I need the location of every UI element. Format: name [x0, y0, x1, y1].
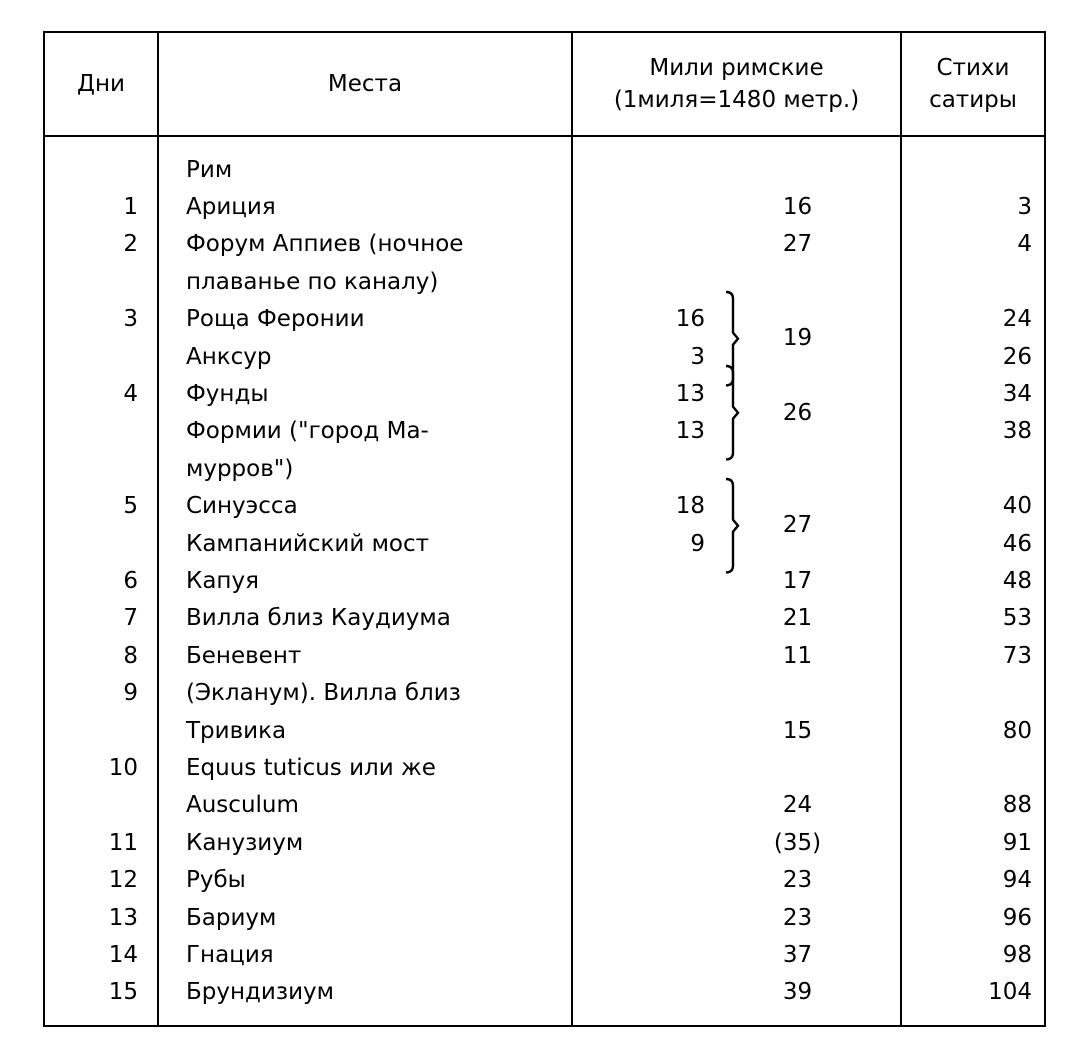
cell-miles: 16: [782, 193, 813, 220]
cell-place: (Экланум). Вилла близ: [186, 680, 461, 707]
cell-day: 9: [123, 680, 138, 707]
cell-verses: 26: [1002, 343, 1032, 370]
cell-sub: 3: [690, 343, 705, 370]
cell-place: Форум Аппиев (ночное: [186, 231, 464, 258]
column-divider: [900, 31, 902, 1027]
cell-verses: 91: [1002, 829, 1032, 856]
cell-miles: 37: [782, 941, 813, 968]
cell-verses: 80: [1002, 717, 1032, 744]
cell-place: Ausculum: [186, 792, 299, 819]
cell-day: 3: [123, 306, 138, 333]
cell-miles: 39: [782, 979, 813, 1006]
cell-verses: 88: [1002, 792, 1032, 819]
brace-total: 26: [782, 399, 813, 426]
brace-icon: [725, 290, 740, 387]
cell-day: 1: [123, 193, 138, 220]
column-divider: [157, 31, 159, 1027]
cell-place: Вилла близ Каудиума: [186, 605, 451, 632]
cell-day: 8: [123, 642, 138, 669]
cell-verses: 40: [1002, 493, 1032, 520]
cell-day: 13: [108, 904, 138, 931]
cell-place: Фунды: [186, 380, 269, 407]
cell-day: 5: [123, 493, 138, 520]
cell-day: 4: [123, 380, 138, 407]
cell-place: Канузиум: [186, 829, 304, 856]
cell-place: Брундизиум: [186, 979, 335, 1006]
cell-miles: 24: [782, 792, 813, 819]
header-miles-line1: Мили римские: [649, 55, 824, 81]
header-days: Дни: [77, 71, 125, 97]
cell-verses: 73: [1002, 642, 1032, 669]
cell-sub: 16: [675, 306, 705, 333]
cell-miles: 21: [782, 605, 813, 632]
column-divider: [571, 31, 573, 1027]
cell-day: 14: [108, 941, 138, 968]
cell-place: Рубы: [186, 867, 246, 894]
header-verses: Стихи сатиры: [902, 33, 1044, 135]
header-divider: [43, 135, 1046, 137]
cell-verses: 94: [1002, 867, 1032, 894]
cell-place: Формии ("город Ма-: [186, 418, 429, 445]
cell-sub: 13: [675, 418, 705, 445]
cell-verses: 48: [1002, 567, 1032, 594]
cell-verses: 24: [1002, 306, 1032, 333]
header-verses-line1: Стихи: [936, 55, 1010, 81]
cell-miles: 11: [782, 642, 813, 669]
brace-total: 19: [782, 324, 813, 351]
cell-day: 6: [123, 567, 138, 594]
cell-place: Бариум: [186, 904, 277, 931]
cell-verses: 3: [1017, 193, 1032, 220]
header-miles: Мили римские (1миля=1480 метр.): [573, 33, 900, 135]
cell-verses: 104: [988, 979, 1032, 1006]
cell-place: Анксур: [186, 343, 272, 370]
cell-place: Роща Феронии: [186, 306, 365, 333]
cell-day: 10: [108, 754, 138, 781]
header-verses-line2: сатиры: [929, 87, 1017, 113]
cell-place: плаванье по каналу): [186, 268, 439, 295]
brace-total: 27: [782, 511, 813, 538]
cell-sub: 13: [675, 380, 705, 407]
header-miles-line2: (1миля=1480 метр.): [613, 87, 860, 113]
cell-verses: 98: [1002, 941, 1032, 968]
cell-miles: 17: [782, 567, 813, 594]
cell-day: 12: [108, 867, 138, 894]
cell-verses: 34: [1002, 380, 1032, 407]
cell-miles: 27: [782, 231, 813, 258]
cell-place: Синуэсса: [186, 493, 298, 520]
cell-sub: 18: [675, 493, 705, 520]
cell-place: Рим: [186, 156, 233, 183]
cell-sub: 9: [690, 530, 705, 557]
cell-place: Кампанийский мост: [186, 530, 430, 557]
cell-place: Гнация: [186, 941, 274, 968]
cell-miles: 15: [782, 717, 813, 744]
cell-place: Ариция: [186, 193, 276, 220]
cell-verses: 4: [1017, 231, 1032, 258]
cell-day: 15: [108, 979, 138, 1006]
brace-icon: [725, 365, 740, 461]
cell-place: Капуя: [186, 567, 259, 594]
cell-day: 7: [123, 605, 138, 632]
header-places: Места: [327, 71, 403, 97]
cell-place: мурров"): [186, 455, 294, 482]
cell-place: Тривика: [186, 717, 287, 744]
cell-verses: 38: [1002, 418, 1032, 445]
brace-icon: [725, 477, 740, 574]
cell-verses: 46: [1002, 530, 1032, 557]
cell-verses: 96: [1002, 904, 1032, 931]
cell-place: Equus tuticus или же: [186, 754, 436, 781]
cell-miles: 23: [782, 904, 813, 931]
cell-day: 11: [108, 829, 138, 856]
cell-place: Беневент: [186, 642, 302, 669]
cell-miles: 23: [782, 867, 813, 894]
cell-verses: 53: [1002, 605, 1032, 632]
table-frame: [43, 31, 1046, 1027]
cell-day: 2: [123, 231, 138, 258]
cell-miles: (35): [773, 829, 822, 856]
